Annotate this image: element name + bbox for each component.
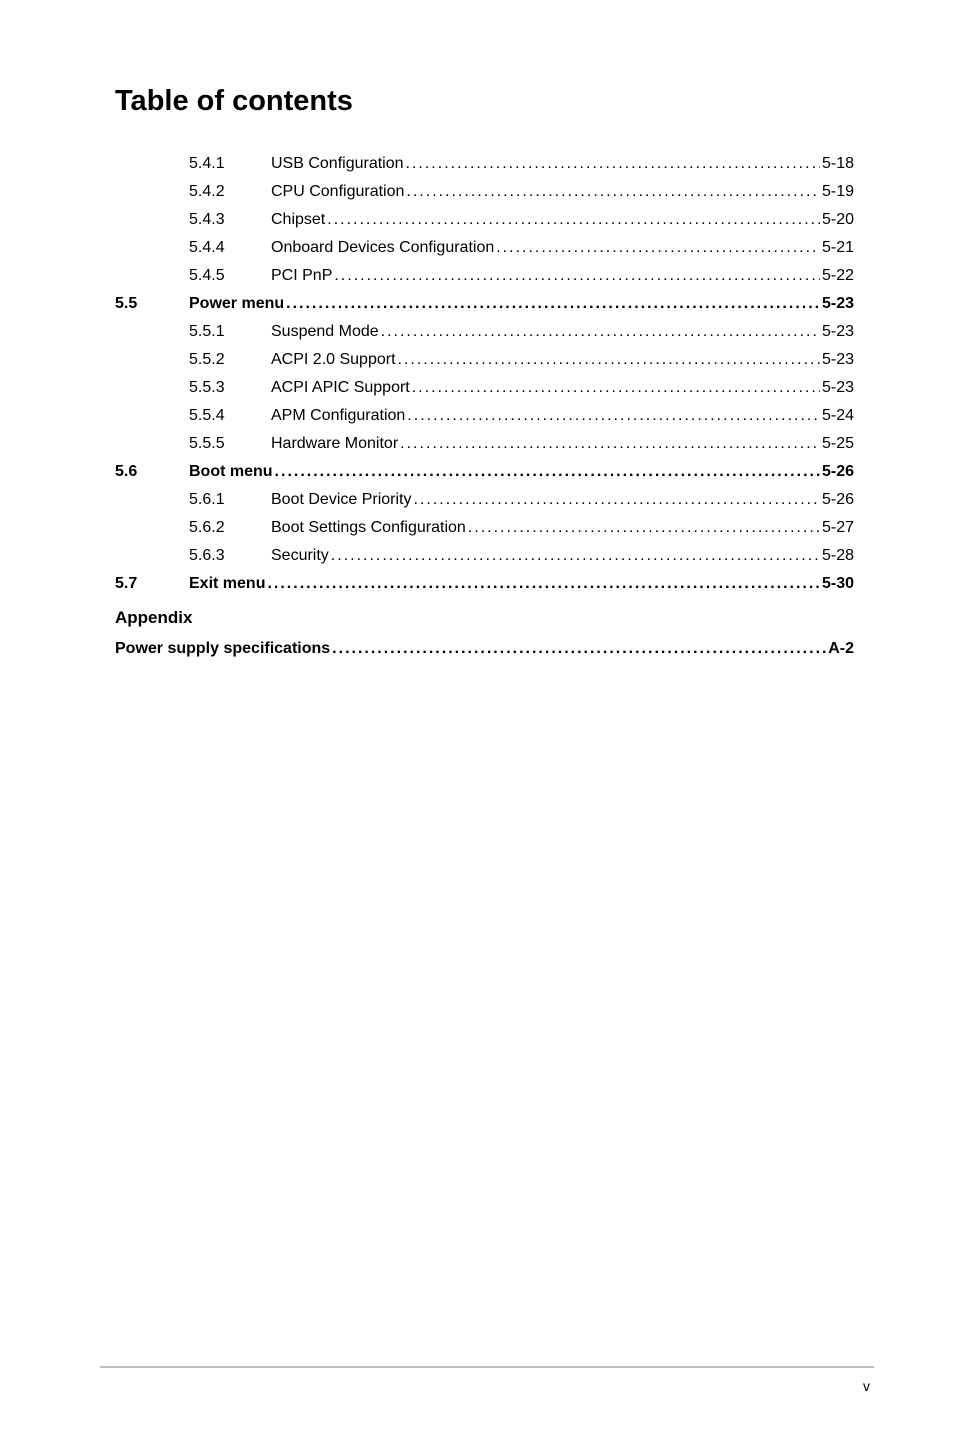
toc-text: ACPI APIC Support (271, 380, 410, 396)
toc-text: Suspend Mode (271, 324, 379, 340)
toc-number: 5.6.3 (189, 548, 271, 564)
toc-row: 5.7Exit menu 5-30 (115, 576, 854, 592)
toc-row: 5.6.3Security 5-28 (115, 548, 854, 564)
toc-leader (275, 464, 820, 480)
toc-text: CPU Configuration (271, 184, 404, 200)
toc-row: 5.4.1USB Configuration 5-18 (115, 156, 854, 172)
toc-leader (334, 268, 820, 284)
toc-leader (286, 296, 820, 312)
toc-number: 5.4.2 (189, 184, 271, 200)
toc-text: PCI PnP (271, 268, 332, 284)
toc-leader (407, 408, 820, 424)
appendix-heading: Appendix (115, 608, 854, 628)
toc-number: 5.5.4 (189, 408, 271, 424)
toc-page: 5-28 (822, 548, 854, 564)
toc-page: 5-26 (822, 492, 854, 508)
toc-text: Boot Device Priority (271, 492, 412, 508)
toc-row: 5.6.1Boot Device Priority 5-26 (115, 492, 854, 508)
toc-page: 5-26 (822, 464, 854, 480)
toc-number: 5.4.5 (189, 268, 271, 284)
toc-page: 5-22 (822, 268, 854, 284)
toc-page: 5-19 (822, 184, 854, 200)
toc-section: 5.6 (115, 464, 189, 480)
toc-number: 5.5.3 (189, 380, 271, 396)
toc-leader (267, 576, 820, 592)
appendix-toc: Power supply specifications A-2 (115, 641, 854, 657)
toc-number: 5.5.1 (189, 324, 271, 340)
toc-leader (331, 548, 820, 564)
toc-row: 5.5.1Suspend Mode 5-23 (115, 324, 854, 340)
toc-row: Power supply specifications A-2 (115, 641, 854, 657)
toc-leader (412, 380, 820, 396)
toc-text: Security (271, 548, 329, 564)
toc-leader (398, 352, 820, 368)
toc-page: 5-27 (822, 520, 854, 536)
toc-number: 5.6.2 (189, 520, 271, 536)
toc-leader (406, 156, 820, 172)
toc-text: Boot menu (189, 464, 273, 480)
toc-number: 5.4.1 (189, 156, 271, 172)
toc-row: 5.5.3ACPI APIC Support 5-23 (115, 380, 854, 396)
toc-leader (468, 520, 820, 536)
table-of-contents: 5.4.1USB Configuration 5-18 5.4.2CPU Conf… (115, 156, 854, 592)
toc-page: 5-23 (822, 296, 854, 312)
toc-page: 5-18 (822, 156, 854, 172)
toc-row: 5.5.5Hardware Monitor 5-25 (115, 436, 854, 452)
toc-page: A-2 (828, 641, 854, 657)
toc-leader (381, 324, 820, 340)
toc-row: 5.5Power menu 5-23 (115, 296, 854, 312)
toc-leader (327, 212, 820, 228)
toc-page: 5-20 (822, 212, 854, 228)
toc-text: Hardware Monitor (271, 436, 398, 452)
toc-row: 5.4.4Onboard Devices Configuration 5-21 (115, 240, 854, 256)
toc-section: 5.5 (115, 296, 189, 312)
toc-text: Onboard Devices Configuration (271, 240, 494, 256)
toc-text: USB Configuration (271, 156, 404, 172)
toc-number: 5.6.1 (189, 492, 271, 508)
toc-leader (400, 436, 820, 452)
toc-section: 5.7 (115, 576, 189, 592)
page-number: v (863, 1378, 870, 1394)
toc-number: 5.4.3 (189, 212, 271, 228)
toc-page: 5-24 (822, 408, 854, 424)
toc-page: 5-30 (822, 576, 854, 592)
toc-text: Power menu (189, 296, 284, 312)
toc-page: 5-23 (822, 380, 854, 396)
toc-number: 5.5.5 (189, 436, 271, 452)
toc-row: 5.6.2Boot Settings Configuration 5-27 (115, 520, 854, 536)
toc-text: ACPI 2.0 Support (271, 352, 396, 368)
toc-row: 5.5.4APM Configuration 5-24 (115, 408, 854, 424)
toc-row: 5.6Boot menu 5-26 (115, 464, 854, 480)
toc-leader (414, 492, 820, 508)
toc-row: 5.4.5PCI PnP 5-22 (115, 268, 854, 284)
toc-leader (406, 184, 820, 200)
footer-divider (100, 1366, 874, 1368)
toc-text: Exit menu (189, 576, 265, 592)
toc-page: 5-23 (822, 352, 854, 368)
toc-text: APM Configuration (271, 408, 405, 424)
toc-text: Power supply specifications (115, 641, 330, 657)
toc-page: 5-23 (822, 324, 854, 340)
toc-row: 5.4.2CPU Configuration 5-19 (115, 184, 854, 200)
page-title: Table of contents (115, 85, 854, 118)
toc-leader (496, 240, 820, 256)
toc-page: 5-21 (822, 240, 854, 256)
toc-page: 5-25 (822, 436, 854, 452)
toc-text: Boot Settings Configuration (271, 520, 466, 536)
toc-leader (332, 641, 826, 657)
toc-row: 5.4.3Chipset 5-20 (115, 212, 854, 228)
toc-number: 5.5.2 (189, 352, 271, 368)
toc-row: 5.5.2ACPI 2.0 Support 5-23 (115, 352, 854, 368)
toc-number: 5.4.4 (189, 240, 271, 256)
toc-text: Chipset (271, 212, 325, 228)
